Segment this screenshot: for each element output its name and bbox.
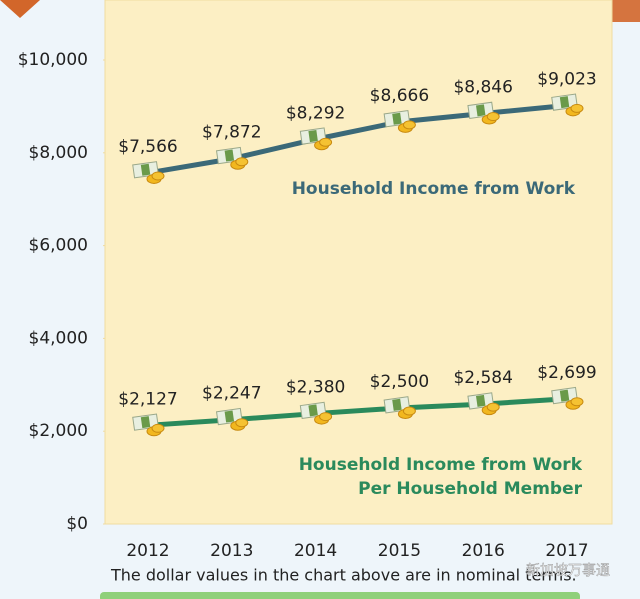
value-label: $2,127 <box>118 389 177 409</box>
value-label: $2,380 <box>286 378 345 398</box>
coin <box>402 406 416 416</box>
coin <box>486 112 500 122</box>
series-label: Household Income from Work Per Household… <box>298 455 582 499</box>
decor-bar <box>100 592 580 599</box>
x-tick-label: 2013 <box>210 541 253 561</box>
money-band <box>308 130 318 143</box>
money-band <box>392 112 402 125</box>
value-label: $7,872 <box>202 123 261 143</box>
money-marker <box>383 110 416 133</box>
y-tick-label: $4,000 <box>29 328 88 348</box>
money-band <box>559 96 570 109</box>
money-marker <box>132 413 165 437</box>
money-marker <box>467 392 500 416</box>
value-label: $2,584 <box>453 368 512 388</box>
coin <box>486 402 500 412</box>
x-tick-label: 2012 <box>126 541 169 561</box>
money-marker <box>215 407 249 431</box>
money-band <box>476 394 486 407</box>
series-label: Household Income from Work <box>292 179 576 199</box>
value-label: $9,023 <box>537 69 596 89</box>
money-band <box>308 404 318 417</box>
coin <box>319 412 333 422</box>
value-label: $7,566 <box>118 137 177 157</box>
money-band <box>392 398 402 411</box>
money-marker <box>299 401 333 425</box>
money-marker <box>215 146 249 170</box>
decor-shape <box>0 0 40 18</box>
value-label: $8,666 <box>370 86 429 106</box>
money-band <box>224 149 235 162</box>
money-marker <box>551 93 584 117</box>
money-marker <box>551 386 584 410</box>
y-tick-label: $0 <box>66 514 88 534</box>
money-band <box>140 416 151 429</box>
x-tick-label: 2014 <box>294 541 337 561</box>
y-tick-label: $10,000 <box>18 50 88 70</box>
coin <box>235 418 249 428</box>
money-marker <box>467 101 500 125</box>
coin <box>235 157 249 167</box>
y-tick-label: $8,000 <box>29 143 88 163</box>
coin <box>319 137 333 147</box>
value-label: $8,846 <box>453 78 512 98</box>
coin <box>402 120 416 130</box>
value-label: $2,247 <box>202 384 261 404</box>
x-tick-label: 2015 <box>378 541 421 561</box>
money-marker <box>383 396 416 419</box>
series-label-box: Household Income from Work Per Household… <box>298 455 582 499</box>
value-label: $2,500 <box>370 372 429 392</box>
watermark: 新加坡万事通 <box>526 563 610 579</box>
money-band <box>559 389 570 402</box>
y-tick-label: $6,000 <box>29 236 88 256</box>
money-marker <box>132 161 165 184</box>
money-band <box>140 163 151 176</box>
x-tick-label: 2017 <box>545 541 588 561</box>
plot-area <box>104 0 613 525</box>
money-band <box>224 410 235 423</box>
value-label: $8,292 <box>286 103 345 123</box>
coin <box>151 171 165 181</box>
y-tick-label: $2,000 <box>29 421 88 441</box>
money-marker <box>299 127 333 151</box>
value-label: $2,699 <box>537 363 596 383</box>
coin <box>151 423 165 433</box>
footnote: The dollar values in the chart above are… <box>110 566 577 585</box>
coin <box>570 103 584 113</box>
coin <box>570 397 584 407</box>
x-tick-label: 2016 <box>462 541 505 561</box>
money-band <box>476 104 486 117</box>
